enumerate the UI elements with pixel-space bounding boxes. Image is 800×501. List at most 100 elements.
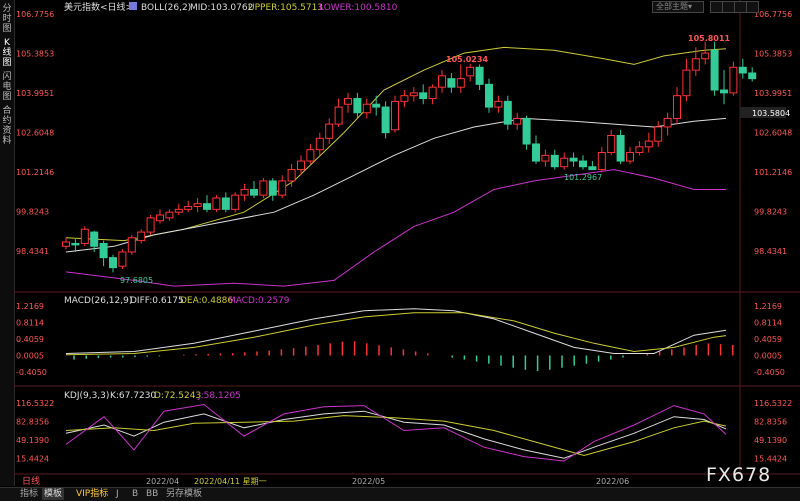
- candle-body: [268, 180, 277, 196]
- button-settings[interactable]: [746, 1, 759, 13]
- candle-body: [334, 106, 343, 125]
- candle-body: [137, 231, 146, 242]
- candle-body: [560, 157, 569, 168]
- candle-body: [62, 241, 70, 247]
- candle-body: [372, 103, 381, 108]
- candlestick-series: [62, 41, 757, 273]
- candle-body: [607, 134, 616, 154]
- candle-body: [231, 194, 240, 210]
- macd-y-axis: 1.2169 1.2169 0.8114 0.8114 0.4059 0.4059 0.00…: [16, 302, 785, 377]
- candle-body: [99, 242, 108, 259]
- kdj-y-label-left-3: 15.4424: [16, 455, 49, 464]
- macd-label: MACD(26,12,9): [64, 296, 132, 306]
- candle-body: [174, 208, 183, 213]
- candle-body: [644, 140, 653, 148]
- candle-body: [419, 92, 428, 100]
- candle-body: [118, 251, 127, 267]
- tab-bb[interactable]: BB: [146, 489, 159, 499]
- macd-y-label-right-2: 0.4059: [754, 335, 782, 344]
- candle-body: [475, 66, 484, 85]
- period-label[interactable]: 日线: [22, 475, 40, 487]
- bottom-tabbar: 指标 模板 VIP指标 J B BB 另存模板: [0, 487, 800, 501]
- candle-body: [212, 197, 221, 210]
- sidebar-item-kline[interactable]: K线图: [2, 38, 12, 68]
- candle-body: [221, 197, 230, 210]
- candle-body: [541, 154, 550, 162]
- candle-body: [701, 52, 710, 60]
- boll-mid-line: [65, 117, 727, 253]
- candle-body: [80, 228, 89, 244]
- macd-y-label-left-4: -0.4050: [16, 368, 47, 377]
- candle-body: [297, 160, 305, 171]
- macd-y-label-left-1: 0.8114: [16, 319, 44, 328]
- candle-body: [494, 100, 503, 108]
- candle-body: [240, 188, 249, 196]
- low-annotation-1: 97.6805: [120, 276, 153, 285]
- tab-templates[interactable]: 模板: [42, 488, 65, 500]
- cursor-date: 2022/04/11 星期一: [194, 477, 267, 486]
- macd-y-label-left-0: 1.2169: [16, 302, 44, 311]
- main-y-label-left-6: 98.4341: [16, 247, 49, 256]
- x-tick-2: 2022/05: [352, 477, 385, 486]
- x-tick-1: 2022/04: [146, 477, 179, 486]
- candle-body: [306, 149, 315, 162]
- current-price-tag: [740, 107, 786, 118]
- candle-body: [597, 152, 606, 171]
- kdj-y-label-left-0: 116.5322: [16, 399, 54, 408]
- candle-body: [156, 214, 164, 222]
- candle-body: [738, 66, 747, 74]
- main-y-label-right-5: 99.8243: [754, 208, 787, 217]
- kdj-y-label-left-1: 82.8356: [16, 418, 49, 427]
- macd-y-label-right-1: 0.8114: [754, 319, 782, 328]
- candle-body: [456, 78, 465, 88]
- tab-indicators[interactable]: 指标: [20, 489, 39, 499]
- candle-body: [466, 66, 475, 77]
- tab-save-template[interactable]: 另存模板: [166, 489, 203, 499]
- candle-body: [278, 180, 287, 196]
- candle-body: [165, 211, 174, 219]
- main-y-label-right-4: 101.2146: [754, 168, 792, 177]
- candle-body: [428, 86, 437, 100]
- boll-settings-icon[interactable]: [129, 2, 137, 10]
- macd-y-label-left-2: 0.4059: [16, 335, 44, 344]
- theme-dropdown[interactable]: 全部主题▾: [652, 1, 704, 13]
- main-y-label-left-3: 102.6048: [16, 129, 54, 138]
- main-y-axis: 106.7756 106.7756 105.3853 105.3853 103.9951…: [16, 10, 792, 256]
- main-y-label-right-2: 103.9951: [754, 89, 792, 98]
- candle-body: [673, 95, 681, 119]
- boll-label: BOLL(26,2): [141, 3, 191, 13]
- candle-body: [362, 103, 371, 114]
- kdj-y-axis: 116.5322 116.5322 82.8356 82.8356 49.1390 49.…: [16, 399, 792, 464]
- sidebar-item-flash[interactable]: 闪电图: [2, 72, 12, 102]
- main-y-label-right-6: 98.4341: [754, 247, 787, 256]
- boll-upper-line: [65, 46, 727, 242]
- kdj-j-line: [65, 403, 727, 462]
- candle-body: [616, 134, 625, 162]
- kdj-label: KDJ(9,3,3): [64, 391, 109, 401]
- candle-body: [400, 95, 409, 102]
- main-y-label-right-0: 106.7756: [754, 10, 792, 19]
- kdj-y-label-left-2: 49.1390: [16, 436, 49, 445]
- tab-vip-indicators[interactable]: VIP指标: [76, 489, 109, 499]
- candle-body: [438, 75, 446, 88]
- low-annotation-2: 101.2967: [564, 173, 602, 182]
- tab-j[interactable]: J: [116, 489, 119, 499]
- boll-mid: MID:103.0762: [190, 3, 253, 13]
- sidebar-item-timeshare[interactable]: 分时图: [2, 4, 12, 34]
- macd-dea-line: [65, 312, 727, 356]
- candle-body: [691, 58, 700, 71]
- main-y-label-left-2: 103.9951: [16, 89, 54, 98]
- main-y-label-left-5: 99.8243: [16, 208, 49, 217]
- kdj-y-label-right-2: 49.1390: [754, 436, 787, 445]
- candle-body: [259, 180, 268, 196]
- candle-body: [109, 257, 117, 269]
- candle-body: [381, 106, 390, 134]
- candle-body: [391, 100, 399, 131]
- candle-body: [315, 137, 324, 151]
- watermark-logo: FX678: [706, 464, 772, 486]
- chart-area[interactable]: 美元指数<日线> BOLL(26,2) MID:103.0762 UPPER:1…: [14, 0, 800, 487]
- tab-b[interactable]: B: [132, 489, 139, 499]
- candle-body: [710, 49, 719, 91]
- sidebar-item-contract-info[interactable]: 合约资料: [2, 106, 12, 146]
- main-y-label-left-1: 105.3853: [16, 50, 54, 59]
